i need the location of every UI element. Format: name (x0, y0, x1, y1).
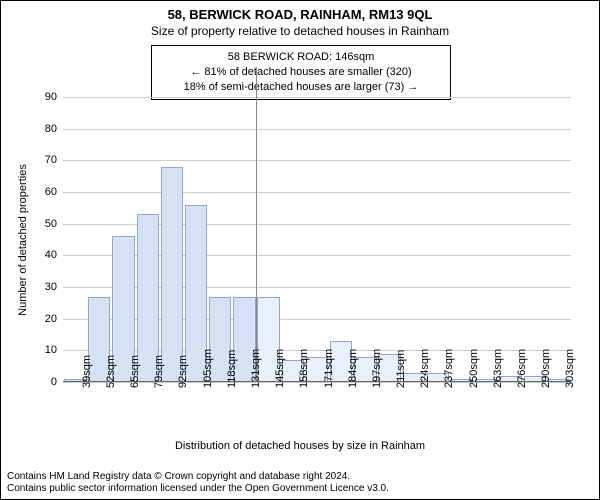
x-tick-label: 171sqm (321, 349, 335, 388)
chart-title: 58, BERWICK ROAD, RAINHAM, RM13 9QL (1, 1, 599, 22)
y-tick-label: 70 (45, 154, 63, 166)
x-tick-label: 237sqm (441, 349, 455, 388)
x-tick-label: 197sqm (369, 349, 383, 388)
chart-container: 58, BERWICK ROAD, RAINHAM, RM13 9QL Size… (0, 0, 600, 500)
attribution: Contains HM Land Registry data © Crown c… (7, 471, 389, 495)
x-tick-label: 250sqm (466, 349, 480, 388)
y-gridline (63, 160, 571, 161)
x-tick-label: 39sqm (79, 355, 93, 388)
x-tick-label: 224sqm (417, 349, 431, 388)
reference-line (256, 67, 257, 382)
x-tick-label: 263sqm (490, 349, 504, 388)
x-tick-label: 65sqm (127, 355, 141, 388)
annotation-line-1: 58 BERWICK ROAD: 146sqm (160, 50, 442, 65)
x-tick-label: 184sqm (345, 349, 359, 388)
x-tick-label: 52sqm (103, 355, 117, 388)
y-tick-label: 20 (45, 313, 63, 325)
y-tick-label: 0 (51, 376, 63, 388)
annotation-box: 58 BERWICK ROAD: 146sqm ← 81% of detache… (151, 45, 451, 100)
attribution-line-2: Contains public sector information licen… (7, 483, 389, 495)
x-tick-label: 290sqm (538, 349, 552, 388)
y-tick-label: 50 (45, 218, 63, 230)
y-tick-label: 10 (45, 344, 63, 356)
y-tick-label: 40 (45, 249, 63, 261)
y-tick-label: 80 (45, 123, 63, 135)
y-axis-label: Number of detached properties (17, 164, 29, 316)
y-tick-label: 90 (45, 91, 63, 103)
annotation-line-2: ← 81% of detached houses are smaller (32… (160, 65, 442, 80)
x-tick-label: 118sqm (224, 350, 238, 388)
attribution-line-1: Contains HM Land Registry data © Crown c… (7, 471, 389, 483)
y-tick-label: 30 (45, 281, 63, 293)
y-gridline (63, 97, 571, 98)
x-tick-label: 105sqm (200, 349, 214, 388)
x-tick-label: 131sqm (248, 349, 262, 388)
x-tick-label: 92sqm (175, 355, 189, 388)
y-tick-label: 60 (45, 186, 63, 198)
plot-area: 010203040506070809039sqm52sqm65sqm79sqm9… (63, 97, 571, 382)
y-gridline (63, 192, 571, 193)
x-tick-label: 276sqm (514, 349, 528, 388)
x-tick-label: 158sqm (296, 349, 310, 388)
x-tick-label: 303sqm (562, 349, 576, 388)
x-axis-label: Distribution of detached houses by size … (1, 440, 599, 452)
x-tick-label: 145sqm (272, 349, 286, 388)
x-tick-label: 211sqm (393, 350, 407, 388)
histogram-bar (161, 167, 183, 382)
chart-subtitle: Size of property relative to detached ho… (1, 22, 599, 38)
y-gridline (63, 129, 571, 130)
annotation-line-3: 18% of semi-detached houses are larger (… (160, 80, 442, 95)
x-tick-label: 79sqm (151, 355, 165, 388)
